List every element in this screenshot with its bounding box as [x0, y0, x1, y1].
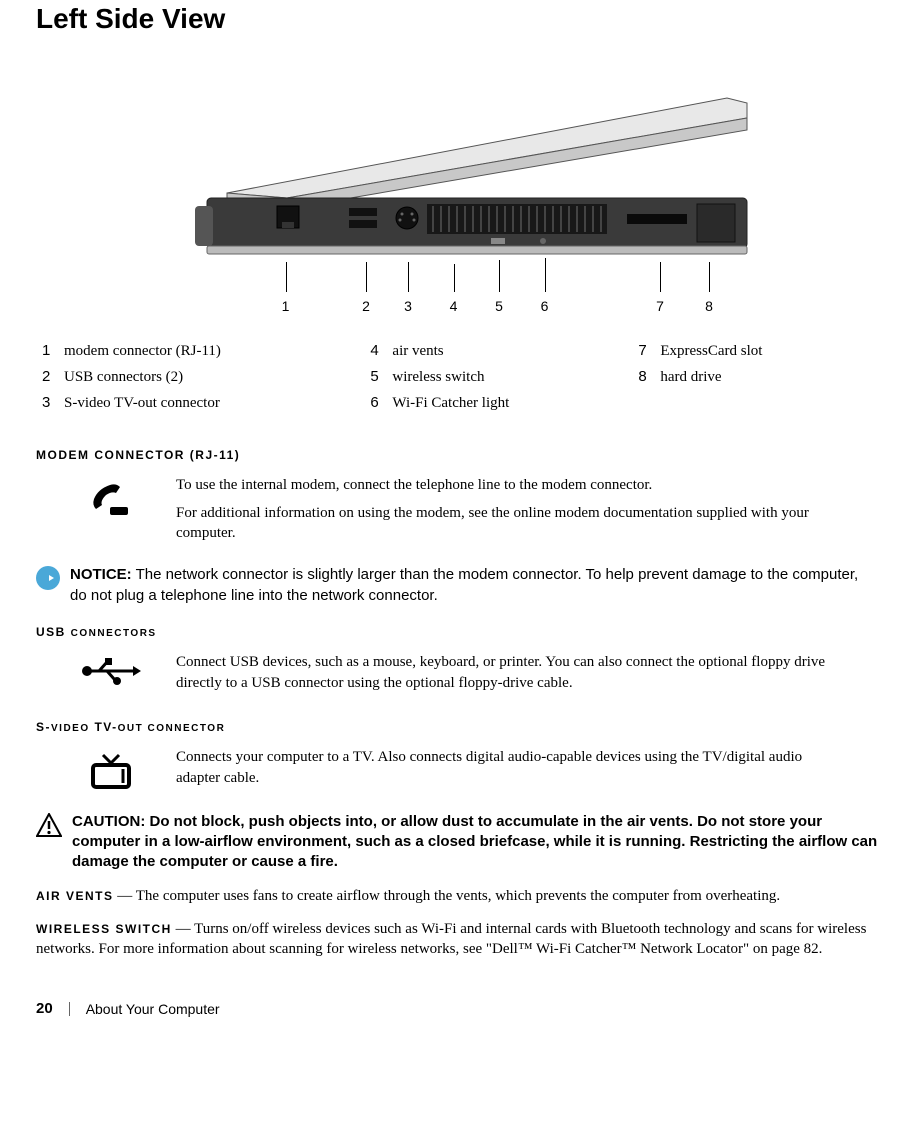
legend-index: 4: [364, 338, 386, 364]
legend-index: 1: [36, 338, 58, 364]
callout-number: 7: [656, 297, 664, 316]
callout-lines: 1 2 3 4 5 6 7 8: [107, 274, 807, 314]
callout-number: 8: [705, 297, 713, 316]
modem-text-1: To use the internal modem, connect the t…: [176, 475, 838, 495]
legend-index: 2: [36, 364, 58, 390]
callout-line: [545, 258, 546, 292]
airvents-text: The computer uses fans to create airflow…: [136, 888, 780, 904]
legend-label: S-video TV-out connector: [58, 390, 364, 416]
page-number: 20: [36, 999, 53, 1019]
notice-block: NOTICE: The network connector is slightl…: [36, 565, 878, 606]
notice-body: The network connector is slightly larger…: [70, 566, 858, 603]
caution-text: CAUTION: Do not block, push objects into…: [72, 812, 878, 873]
airvents-paragraph: AIR VENTS — The computer uses fans to cr…: [36, 886, 878, 906]
left-side-view-figure: 1 2 3 4 5 6 7 8: [36, 78, 878, 314]
legend-index: [632, 390, 654, 416]
wireless-paragraph: WIRELESS SWITCH — Turns on/off wireless …: [36, 919, 878, 960]
legend-label: Wi-Fi Catcher light: [386, 390, 632, 416]
usb-heading-small: CONNECTORS: [71, 628, 157, 639]
caution-icon: [36, 813, 62, 837]
legend-row: 1modem connector (RJ-11)4air vents7Expre…: [36, 338, 878, 364]
callout-number: 1: [282, 297, 290, 316]
callout-number: 6: [541, 297, 549, 316]
legend-label: wireless switch: [386, 364, 632, 390]
legend-label: air vents: [386, 338, 632, 364]
callout-number: 4: [450, 297, 458, 316]
airvents-heading: AIR VENTS: [36, 889, 114, 903]
svideo-block: Connects your computer to a TV. Also con…: [76, 747, 878, 797]
callout-line: [709, 262, 710, 292]
callout-line: [499, 260, 500, 292]
modem-text-2: For additional information on using the …: [176, 503, 838, 544]
callout-number: 5: [495, 297, 503, 316]
legend-label: [654, 390, 878, 416]
callout-number: 3: [404, 297, 412, 316]
page-footer: 20 About Your Computer: [36, 999, 878, 1019]
callout-line: [408, 262, 409, 292]
legend-index: 6: [364, 390, 386, 416]
usb-section-heading: USB CONNECTORS: [36, 624, 878, 641]
legend-label: hard drive: [654, 364, 878, 390]
airvents-dash: —: [114, 888, 136, 904]
notice-label: NOTICE:: [70, 566, 132, 583]
modem-section-heading: MODEM CONNECTOR (RJ-11): [36, 447, 878, 463]
legend-index: 5: [364, 364, 386, 390]
caution-block: CAUTION: Do not block, push objects into…: [36, 812, 878, 873]
laptop-illustration: [107, 78, 807, 278]
legend-label: ExpressCard slot: [654, 338, 878, 364]
callout-line: [286, 262, 287, 292]
wireless-heading: WIRELESS SWITCH: [36, 922, 172, 936]
legend-table: 1modem connector (RJ-11)4air vents7Expre…: [36, 338, 878, 417]
legend-index: 7: [632, 338, 654, 364]
phone-icon: [76, 475, 146, 525]
callout-number: 2: [362, 297, 370, 316]
modem-block: To use the internal modem, connect the t…: [76, 475, 878, 552]
wireless-dash: —: [172, 921, 194, 937]
legend-label: USB connectors (2): [58, 364, 364, 390]
caution-label: CAUTION:: [72, 813, 145, 830]
footer-divider: [69, 1002, 70, 1016]
svideo-section-heading: S-VIDEO TV-OUT CONNECTOR: [36, 719, 878, 736]
callout-line: [454, 264, 455, 292]
page-title: Left Side View: [36, 0, 878, 38]
tv-icon: [76, 747, 146, 797]
legend-index: 3: [36, 390, 58, 416]
legend-row: 2USB connectors (2)5wireless switch8hard…: [36, 364, 878, 390]
usb-block: Connect USB devices, such as a mouse, ke…: [76, 652, 878, 701]
notice-text: NOTICE: The network connector is slightl…: [70, 565, 878, 606]
footer-section-name: About Your Computer: [86, 1000, 220, 1019]
svideo-heading-small-2: OUT CONNECTOR: [118, 723, 226, 734]
legend-row: 3S-video TV-out connector6Wi-Fi Catcher …: [36, 390, 878, 416]
svideo-text-1: Connects your computer to a TV. Also con…: [176, 747, 838, 788]
legend-label: modem connector (RJ-11): [58, 338, 364, 364]
caution-body: Do not block, push objects into, or allo…: [72, 813, 877, 871]
callout-line: [660, 262, 661, 292]
usb-icon: [76, 652, 146, 692]
usb-text-1: Connect USB devices, such as a mouse, ke…: [176, 652, 838, 693]
callout-line: [366, 262, 367, 292]
legend-index: 8: [632, 364, 654, 390]
notice-icon: [36, 566, 60, 590]
svideo-heading-small-1: VIDEO: [51, 723, 90, 734]
